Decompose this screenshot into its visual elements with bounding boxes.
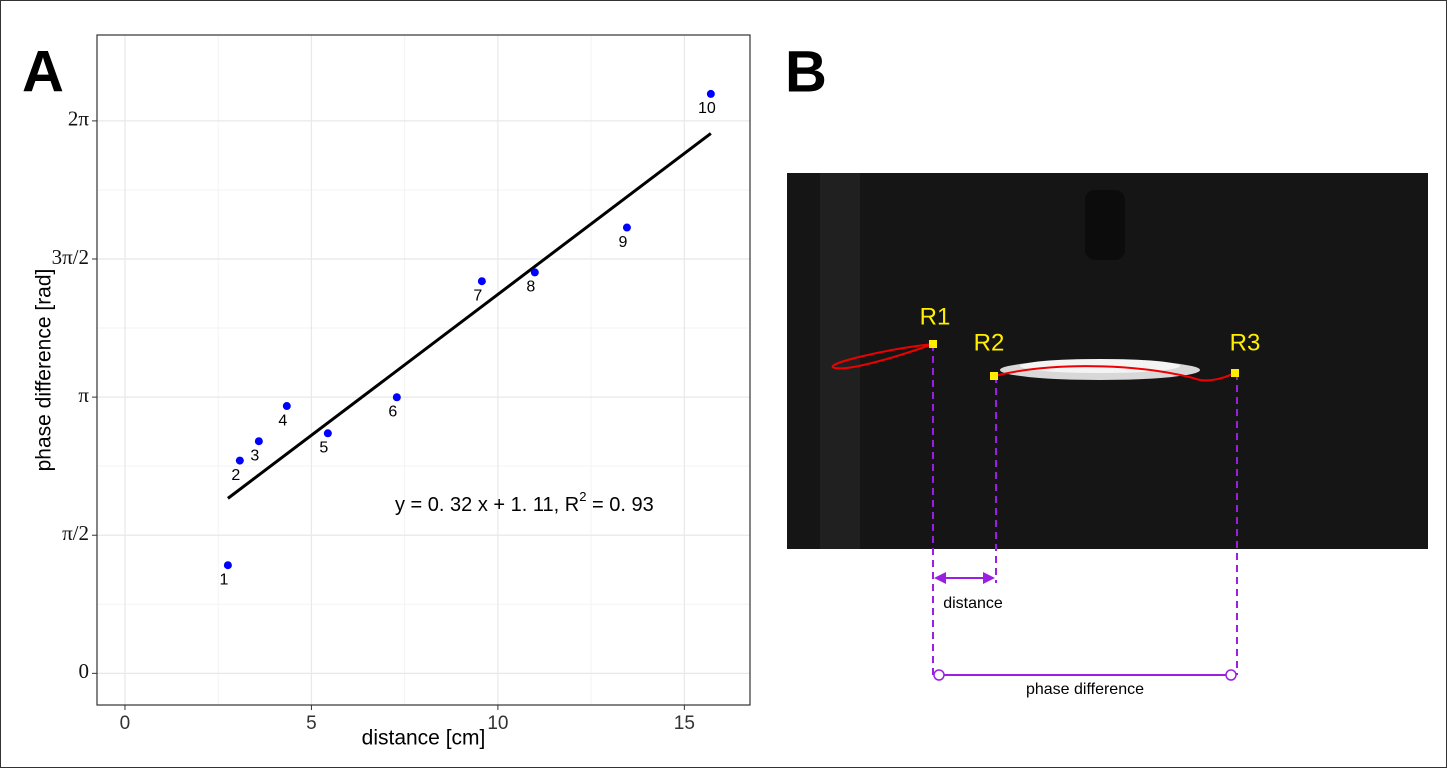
- marker-label: R3: [1230, 329, 1261, 356]
- x-tick-label: 10: [487, 713, 508, 734]
- annotation-part: 2: [579, 489, 586, 504]
- body-trace: [993, 365, 1236, 382]
- point: [323, 429, 332, 438]
- point: [235, 456, 244, 465]
- point: [254, 437, 263, 446]
- panel-label: A: [22, 39, 64, 104]
- point-label: 1: [219, 571, 228, 588]
- marker-label: R2: [974, 329, 1005, 356]
- point: [392, 393, 401, 402]
- point-label: 3: [250, 447, 259, 464]
- phase-label: phase difference: [1026, 681, 1144, 698]
- phase-end: [1225, 669, 1237, 681]
- point: [622, 223, 631, 232]
- y-tick-label: 2π: [68, 107, 90, 131]
- photo-shade: [1085, 190, 1125, 260]
- x-tick-label: 0: [120, 713, 131, 734]
- y-tick-label: π/2: [62, 521, 89, 545]
- annotation: y = 0. 32 x + 1. 11, R2 = 0. 93: [395, 489, 654, 516]
- point-label: 6: [388, 403, 397, 420]
- y-tick-label: π: [78, 383, 89, 407]
- point: [282, 402, 291, 411]
- y-axis-title: phase difference [rad]: [33, 269, 56, 472]
- marker-label: R1: [920, 303, 951, 330]
- point-label: 4: [278, 412, 287, 429]
- plot-area: [97, 35, 750, 705]
- phase-end: [933, 669, 945, 681]
- x-tick-label: 15: [674, 713, 695, 734]
- x-axis-title: distance [cm]: [362, 727, 486, 750]
- distance-label: distance: [943, 595, 1003, 612]
- y-tick-label: 3π/2: [52, 245, 89, 269]
- marker: [929, 340, 937, 348]
- photo-shade: [820, 173, 860, 549]
- x-tick-label: 5: [306, 713, 317, 734]
- point-label: 9: [618, 234, 627, 251]
- panel-b: R1 R2 R3 distance phase difference: [787, 173, 1428, 698]
- fit-line: [226, 132, 712, 500]
- point: [477, 277, 486, 286]
- point: [530, 268, 539, 277]
- annotation-part: y = 0. 32 x + 1. 11, R: [395, 494, 579, 516]
- y-tick-label: 0: [79, 659, 90, 683]
- plot-frame: [96, 34, 751, 706]
- point-label: 5: [319, 440, 328, 457]
- marker: [990, 372, 998, 380]
- point: [223, 561, 232, 570]
- tail-trace: [831, 343, 934, 370]
- marker: [1231, 369, 1239, 377]
- point-label: 8: [526, 279, 535, 296]
- annotation-part: = 0. 93: [586, 494, 653, 516]
- panel-label: B: [785, 39, 827, 104]
- point-label: 2: [231, 467, 240, 484]
- point-label: 10: [698, 100, 716, 117]
- point-label: 7: [473, 287, 482, 304]
- point: [706, 89, 715, 98]
